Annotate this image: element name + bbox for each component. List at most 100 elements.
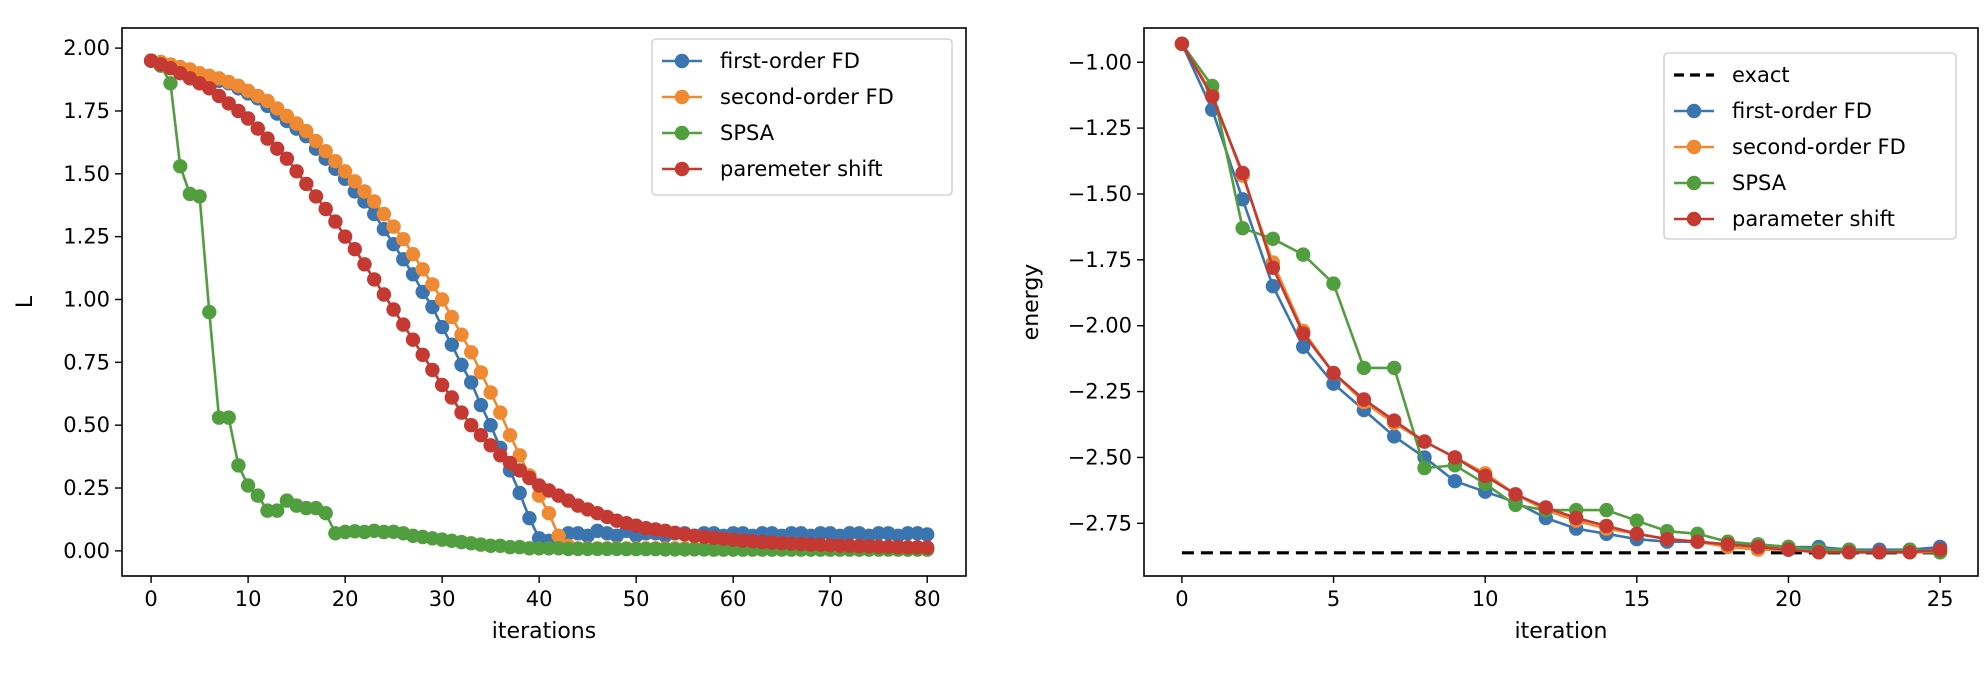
x-tick-label: 80	[914, 587, 941, 611]
data-point-spsa	[1326, 276, 1341, 291]
data-point-first-order-fd	[464, 375, 479, 390]
data-point-first-order-fd	[1387, 429, 1402, 444]
data-point-parameter-shift	[1447, 450, 1463, 465]
data-point-parameter-shift	[1902, 545, 1918, 560]
x-tick-label: 0	[144, 587, 157, 611]
y-tick-label: 0.00	[63, 539, 110, 563]
x-tick-label: 10	[235, 587, 262, 611]
y-tick-label: −1.50	[1068, 182, 1132, 206]
plot-area	[143, 53, 935, 557]
data-point-spsa	[163, 76, 178, 91]
data-point-spsa	[192, 189, 207, 204]
data-point-parameter-shift	[1781, 542, 1796, 557]
x-axis-label: iteration	[1515, 619, 1608, 644]
x-tick-label: 10	[1472, 587, 1499, 611]
legend-box	[1663, 52, 1957, 240]
data-point-first-order-fd	[444, 337, 459, 352]
data-point-paremeter-shift	[328, 214, 343, 229]
data-point-paremeter-shift	[318, 201, 333, 217]
x-tick-label: 30	[429, 587, 456, 611]
data-point-second-order-fd	[541, 506, 557, 521]
legend-marker-parameter-shift	[1686, 211, 1702, 227]
data-point-parameter-shift	[1599, 518, 1614, 534]
data-point-paremeter-shift	[357, 257, 372, 272]
data-point-first-order-fd	[425, 299, 440, 315]
legend-box	[651, 38, 953, 196]
data-point-spsa	[1387, 360, 1402, 376]
y-axis-label: L	[13, 295, 38, 308]
legend-label-spsa: SPSA	[720, 121, 775, 145]
legend-label-first-order-fd: first-order FD	[720, 49, 860, 73]
data-point-first-order-fd	[1326, 376, 1341, 391]
data-point-paremeter-shift	[415, 347, 430, 362]
data-point-paremeter-shift	[308, 189, 324, 204]
x-tick-label: 20	[332, 587, 359, 611]
data-point-paremeter-shift	[386, 302, 401, 317]
data-point-paremeter-shift	[270, 141, 285, 156]
data-point-parameter-shift	[1720, 537, 1736, 552]
data-point-parameter-shift	[1690, 534, 1705, 549]
data-point-spsa	[1265, 231, 1281, 246]
data-point-paremeter-shift	[473, 428, 489, 443]
axes-frame	[121, 27, 967, 577]
data-point-parameter-shift	[1538, 500, 1554, 515]
data-point-parameter-shift	[1478, 468, 1493, 484]
data-point-second-order-fd	[270, 101, 285, 116]
data-point-paremeter-shift	[920, 540, 935, 555]
data-point-paremeter-shift	[376, 287, 392, 302]
y-tick-label: 1.00	[63, 287, 110, 311]
data-point-first-order-fd	[1235, 192, 1250, 207]
data-point-first-order-fd	[473, 397, 489, 413]
data-point-paremeter-shift	[454, 405, 469, 420]
x-tick-label: 20	[1775, 587, 1802, 611]
data-point-first-order-fd	[1447, 474, 1463, 489]
data-point-paremeter-shift	[231, 103, 246, 119]
data-point-spsa	[221, 410, 236, 425]
data-point-parameter-shift	[1356, 392, 1372, 407]
data-point-first-order-fd	[415, 284, 430, 300]
data-point-parameter-shift	[1296, 326, 1311, 341]
data-point-parameter-shift	[1508, 487, 1523, 502]
y-axis-label: energy	[1019, 264, 1044, 341]
data-point-parameter-shift	[1629, 526, 1645, 541]
data-point-second-order-fd	[337, 164, 353, 179]
data-point-first-order-fd	[483, 418, 498, 433]
data-point-second-order-fd	[454, 327, 469, 342]
data-point-second-order-fd	[357, 184, 372, 199]
data-point-second-order-fd	[376, 206, 392, 222]
data-point-paremeter-shift	[396, 317, 411, 332]
data-point-paremeter-shift	[405, 332, 421, 347]
legend-label-parameter-shift: parameter shift	[1732, 207, 1895, 231]
data-point-paremeter-shift	[289, 164, 304, 179]
data-point-second-order-fd	[289, 116, 304, 131]
data-point-spsa	[318, 506, 333, 521]
data-point-second-order-fd	[405, 247, 421, 262]
data-point-second-order-fd	[328, 154, 343, 169]
data-point-first-order-fd	[1265, 279, 1281, 294]
y-tick-label: 0.75	[63, 350, 110, 374]
y-tick-label: −2.25	[1068, 380, 1132, 404]
legend-label-paremeter-shift: paremeter shift	[720, 157, 882, 181]
data-point-second-order-fd	[386, 219, 401, 234]
data-point-spsa	[173, 159, 188, 174]
data-point-second-order-fd	[260, 93, 275, 109]
x-tick-label: 15	[1623, 587, 1650, 611]
data-point-paremeter-shift	[483, 438, 498, 453]
legend-label-exact: exact	[1732, 63, 1790, 87]
y-tick-label: 2.00	[63, 36, 110, 60]
data-point-second-order-fd	[425, 277, 440, 292]
data-point-parameter-shift	[1417, 434, 1432, 449]
data-point-parameter-shift	[1387, 413, 1402, 428]
data-point-parameter-shift	[1174, 36, 1190, 51]
y-tick-label: −1.75	[1068, 248, 1132, 272]
data-point-spsa	[202, 304, 217, 320]
data-point-parameter-shift	[1811, 545, 1827, 560]
x-axis-label: iterations	[492, 619, 596, 644]
data-point-second-order-fd	[473, 365, 489, 380]
x-tick-label: 50	[623, 587, 650, 611]
legend-marker-first-order-fd	[674, 53, 690, 69]
x-tick-label: 60	[720, 587, 747, 611]
data-point-paremeter-shift	[502, 455, 518, 471]
data-point-parameter-shift	[1659, 531, 1675, 547]
